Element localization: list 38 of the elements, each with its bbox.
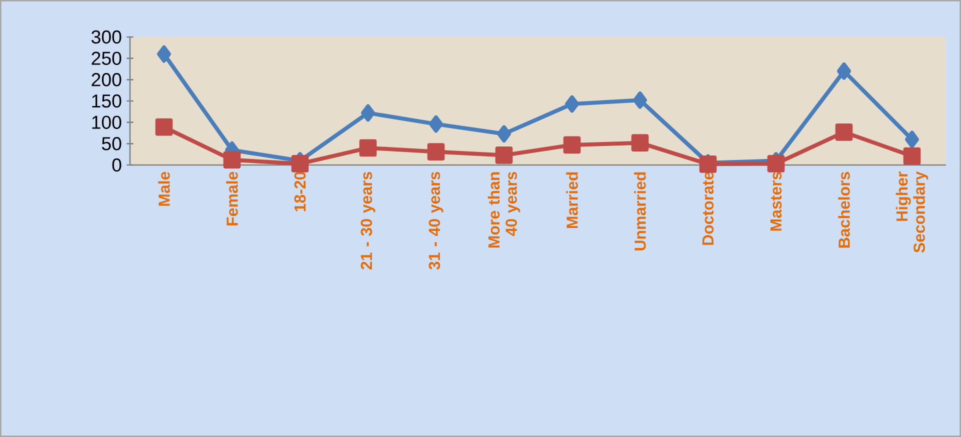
point bbox=[767, 155, 785, 172]
x-tick-label: More than 40 years bbox=[488, 172, 520, 248]
point bbox=[359, 139, 377, 157]
y-tick-label: 200 bbox=[92, 73, 122, 86]
x-tick-label: 31 - 40 years bbox=[428, 172, 444, 270]
point bbox=[223, 151, 241, 169]
point bbox=[427, 143, 445, 160]
point bbox=[361, 104, 376, 122]
y-tick-label: 0 bbox=[112, 158, 122, 172]
x-tick-label: Doctorate bbox=[702, 172, 714, 245]
point bbox=[903, 147, 921, 165]
point bbox=[291, 155, 309, 172]
y-tick-label: 300 bbox=[92, 30, 122, 44]
point bbox=[565, 95, 579, 113]
point bbox=[155, 118, 173, 136]
y-tick-label: 250 bbox=[92, 52, 122, 65]
x-tick-label: Higher Secondary bbox=[896, 171, 928, 253]
x-tick-label: 18-20 bbox=[294, 172, 306, 212]
y-tick-label: 100 bbox=[92, 116, 122, 129]
x-tick-label: Married bbox=[566, 172, 578, 228]
point bbox=[563, 136, 581, 154]
x-tick-label: Female bbox=[226, 172, 238, 226]
x-tick-label: Bachelors bbox=[838, 172, 850, 248]
point bbox=[497, 125, 512, 143]
x-tick-label: Masters bbox=[770, 172, 782, 231]
point bbox=[905, 130, 919, 148]
point bbox=[495, 146, 513, 164]
y-tick-label: 150 bbox=[92, 94, 122, 108]
point bbox=[429, 115, 444, 133]
point bbox=[633, 91, 648, 109]
x-tick-label: Male bbox=[158, 172, 170, 206]
point bbox=[631, 134, 649, 152]
point bbox=[835, 123, 853, 141]
point bbox=[157, 45, 172, 63]
x-tick-label: Unmarried bbox=[634, 172, 646, 250]
point bbox=[837, 62, 852, 80]
y-tick-label: 50 bbox=[102, 137, 122, 150]
x-tick-label: 21 - 30 years bbox=[360, 172, 376, 270]
